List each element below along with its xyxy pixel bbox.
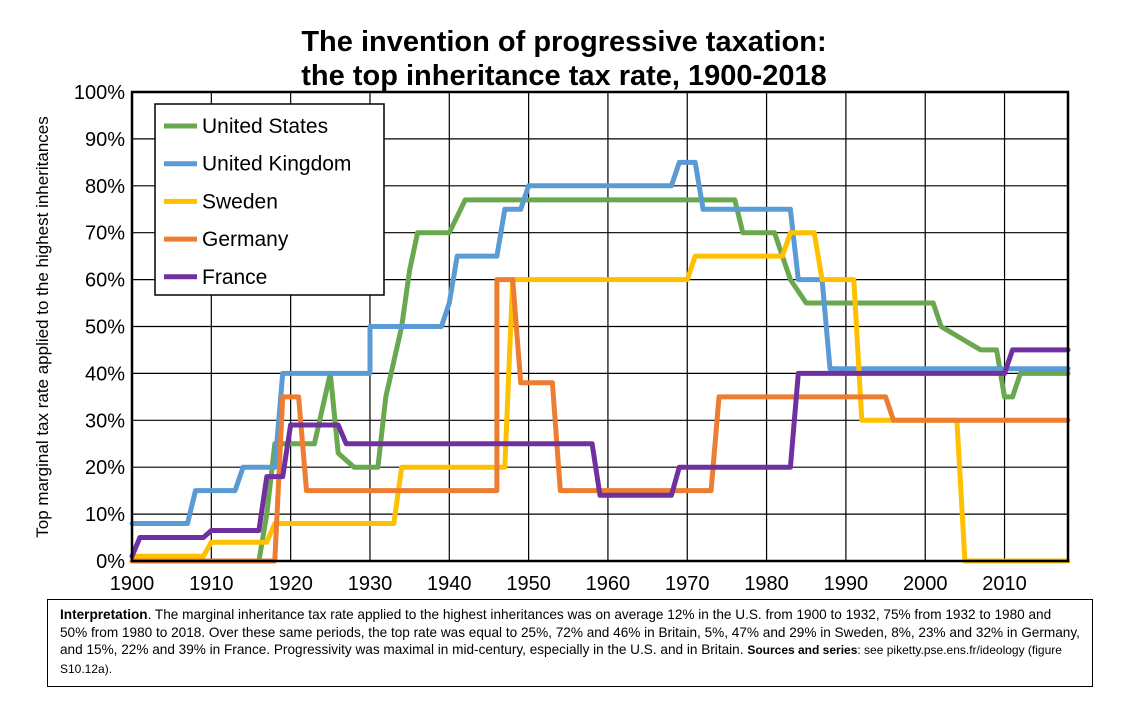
x-tick-label: 1960 bbox=[586, 573, 631, 595]
legend-label: Germany bbox=[202, 228, 289, 251]
x-tick-label: 1980 bbox=[744, 573, 789, 595]
x-tick-label: 2000 bbox=[903, 573, 948, 595]
y-tick-label: 20% bbox=[85, 457, 125, 479]
y-tick-label: 90% bbox=[85, 129, 125, 151]
note-label: Interpretation bbox=[60, 607, 148, 622]
legend-label: United States bbox=[202, 115, 328, 138]
y-tick-label: 80% bbox=[85, 176, 125, 198]
series-line-united-kingdom bbox=[129, 159, 1071, 526]
y-axis-ticks: 0% 10% 20% 30% 40% 50% 60% 70% 80% 90% 100% bbox=[74, 82, 125, 573]
x-tick-label: 1950 bbox=[506, 573, 551, 595]
y-tick-label: 100% bbox=[74, 82, 125, 104]
y-tick-label: 70% bbox=[85, 223, 125, 245]
x-tick-label: 1930 bbox=[348, 573, 393, 595]
x-tick-label: 1990 bbox=[824, 573, 869, 595]
chart-title-line-2: the top inheritance tax rate, 1900-2018 bbox=[301, 60, 827, 92]
x-tick-label: 2010 bbox=[982, 573, 1027, 595]
y-tick-label: 30% bbox=[85, 410, 125, 432]
y-axis-label: Top marginal tax rate applied to the hig… bbox=[33, 116, 52, 537]
y-tick-label: 40% bbox=[85, 363, 125, 385]
legend-label: United Kingdom bbox=[202, 153, 351, 176]
note-text: . The marginal inheritance tax rate appl… bbox=[60, 607, 1080, 657]
legend-label: Sweden bbox=[202, 190, 278, 213]
series-line-germany bbox=[129, 277, 1071, 564]
y-tick-label: 60% bbox=[85, 270, 125, 292]
x-tick-label: 1920 bbox=[268, 573, 313, 595]
line-chart: 0%10%20%30%40%50%60%70%80%90%100% 1900 19… bbox=[33, 82, 1071, 595]
sources-label: Sources and series bbox=[747, 643, 858, 657]
sources-text: : see piketty.pse.ens.fr/ideology (figur… bbox=[60, 643, 1062, 676]
x-tick-label: 1900 bbox=[110, 573, 155, 595]
y-tick-label: 10% bbox=[85, 504, 125, 526]
x-tick-label: 1940 bbox=[427, 573, 472, 595]
series-line-france bbox=[129, 347, 1071, 559]
x-axis-ticks: 1900 1910 1920 1930 1940 1950 1960 1970 1980 1990… bbox=[110, 573, 1027, 595]
series-lines bbox=[129, 159, 1071, 564]
x-tick-label: 1970 bbox=[665, 573, 710, 595]
y-tick-label: 0% bbox=[96, 551, 125, 573]
chart-title-line-1: The invention of progressive taxation: bbox=[301, 26, 827, 58]
plot-frame bbox=[130, 90, 1070, 563]
interpretation-note: Interpretation. The marginal inheritance… bbox=[47, 599, 1093, 687]
x-tick-label: 1910 bbox=[189, 573, 234, 595]
series-line-united-states bbox=[129, 197, 1071, 564]
legend: United States United Kingdom Sweden Germany… bbox=[154, 103, 385, 296]
y-tick-label: 50% bbox=[85, 317, 125, 339]
legend-label: France bbox=[202, 266, 267, 289]
